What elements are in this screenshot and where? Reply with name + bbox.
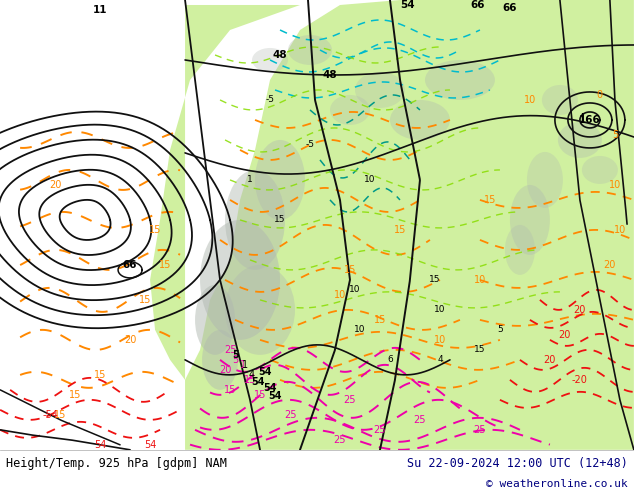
Text: 5: 5	[232, 355, 238, 365]
Text: 20: 20	[544, 355, 556, 365]
Text: 54: 54	[251, 377, 265, 387]
Text: 20: 20	[124, 335, 136, 345]
Text: 48: 48	[273, 50, 287, 60]
Text: 15: 15	[254, 390, 266, 400]
Text: 25: 25	[474, 425, 486, 435]
Text: 15: 15	[344, 265, 356, 275]
Ellipse shape	[330, 95, 370, 125]
Text: 4: 4	[249, 370, 255, 380]
Ellipse shape	[202, 330, 238, 390]
Text: 25: 25	[414, 415, 426, 425]
Text: 10: 10	[349, 285, 361, 294]
Text: 15: 15	[429, 275, 441, 284]
Text: 4: 4	[437, 355, 443, 365]
Text: 1: 1	[242, 360, 248, 370]
Ellipse shape	[542, 85, 578, 115]
Text: -5: -5	[266, 96, 275, 104]
Text: 5: 5	[612, 130, 618, 140]
Text: 10: 10	[609, 180, 621, 190]
Text: 20: 20	[49, 180, 61, 190]
Text: 25: 25	[284, 410, 296, 420]
Text: 66: 66	[503, 3, 517, 13]
Ellipse shape	[558, 122, 602, 158]
Text: 54: 54	[144, 440, 156, 450]
Text: 10: 10	[434, 335, 446, 345]
Text: 20: 20	[219, 365, 231, 375]
Text: 54: 54	[94, 440, 107, 450]
Ellipse shape	[425, 60, 495, 100]
Text: 10: 10	[354, 325, 366, 334]
Text: 20: 20	[604, 260, 616, 270]
Text: 15: 15	[94, 370, 107, 380]
Text: 10: 10	[474, 275, 486, 285]
Text: 25: 25	[373, 425, 386, 435]
Text: 11: 11	[93, 5, 107, 15]
Text: 25: 25	[224, 345, 236, 355]
Text: -20: -20	[572, 375, 588, 385]
Text: 20: 20	[574, 305, 586, 315]
Text: 10: 10	[524, 95, 536, 105]
Text: 15: 15	[374, 315, 386, 325]
Text: 15: 15	[224, 385, 236, 395]
Text: 54: 54	[263, 383, 277, 393]
Text: 20: 20	[559, 330, 571, 340]
Text: 15: 15	[139, 295, 152, 305]
Text: 25: 25	[333, 435, 346, 445]
Text: -54: -54	[42, 410, 58, 420]
Text: 15: 15	[149, 225, 161, 235]
Text: 166: 166	[579, 115, 601, 125]
Text: 0: 0	[597, 90, 603, 100]
Ellipse shape	[355, 72, 405, 108]
Text: 15: 15	[394, 225, 406, 235]
Text: 15: 15	[159, 260, 171, 270]
Text: 15: 15	[275, 216, 286, 224]
Ellipse shape	[510, 185, 550, 255]
Ellipse shape	[582, 156, 618, 184]
Text: 25: 25	[344, 395, 356, 405]
Text: 10: 10	[334, 290, 346, 300]
Ellipse shape	[225, 170, 285, 270]
Ellipse shape	[527, 152, 563, 208]
Text: 10: 10	[434, 305, 446, 315]
Text: 54: 54	[268, 391, 281, 401]
Text: 1: 1	[240, 360, 246, 370]
Text: 1: 1	[247, 175, 253, 184]
Text: 15: 15	[69, 390, 81, 400]
Text: 54: 54	[401, 0, 415, 10]
Ellipse shape	[390, 100, 450, 140]
Text: 54: 54	[258, 367, 272, 377]
Text: 6: 6	[387, 355, 393, 365]
Text: 48: 48	[323, 70, 337, 80]
Ellipse shape	[195, 285, 235, 355]
Text: -5: -5	[306, 141, 314, 149]
Text: 10: 10	[614, 225, 626, 235]
Polygon shape	[150, 5, 300, 450]
Polygon shape	[185, 0, 634, 450]
Text: l: l	[580, 113, 584, 123]
Text: Su 22-09-2024 12:00 UTC (12+48): Su 22-09-2024 12:00 UTC (12+48)	[407, 457, 628, 470]
Ellipse shape	[505, 225, 535, 275]
Ellipse shape	[288, 35, 332, 65]
Text: © weatheronline.co.uk: © weatheronline.co.uk	[486, 479, 628, 489]
Text: Height/Temp. 925 hPa [gdpm] NAM: Height/Temp. 925 hPa [gdpm] NAM	[6, 457, 227, 470]
Text: 10: 10	[364, 175, 376, 184]
Text: 15: 15	[484, 195, 496, 205]
Text: 66: 66	[470, 0, 485, 10]
Text: 5: 5	[497, 325, 503, 334]
Ellipse shape	[252, 48, 288, 72]
Text: 15: 15	[474, 345, 486, 354]
Text: 5: 5	[233, 350, 240, 360]
Text: 66: 66	[123, 260, 138, 270]
Text: 15: 15	[244, 375, 256, 385]
Text: 15: 15	[54, 410, 67, 420]
Ellipse shape	[200, 220, 280, 340]
Ellipse shape	[225, 265, 295, 355]
Ellipse shape	[255, 140, 305, 220]
